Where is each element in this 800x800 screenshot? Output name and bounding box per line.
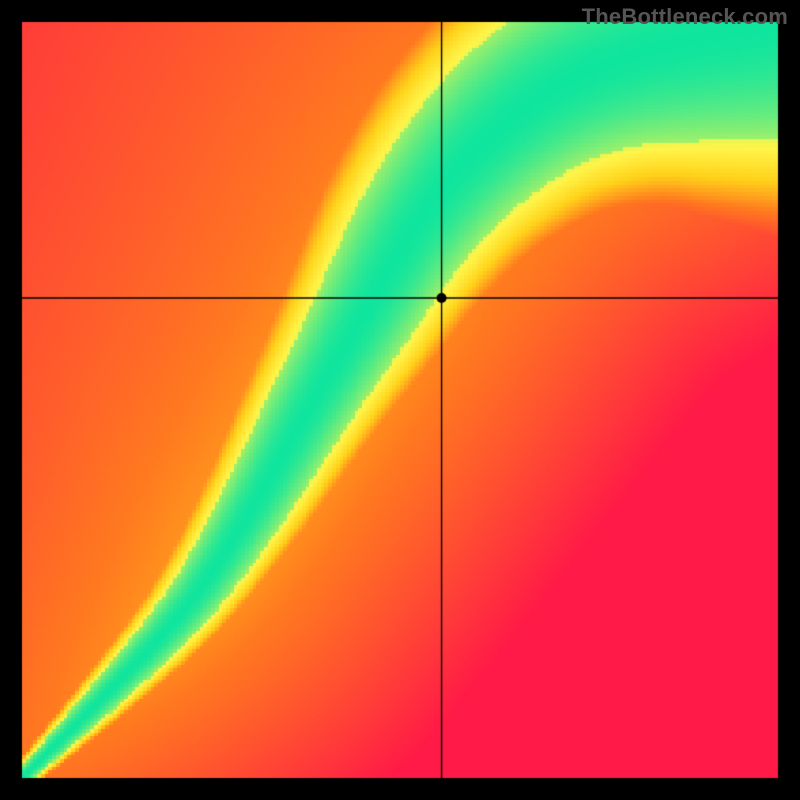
- chart-frame: TheBottleneck.com: [0, 0, 800, 800]
- bottleneck-heatmap-canvas: [0, 0, 800, 800]
